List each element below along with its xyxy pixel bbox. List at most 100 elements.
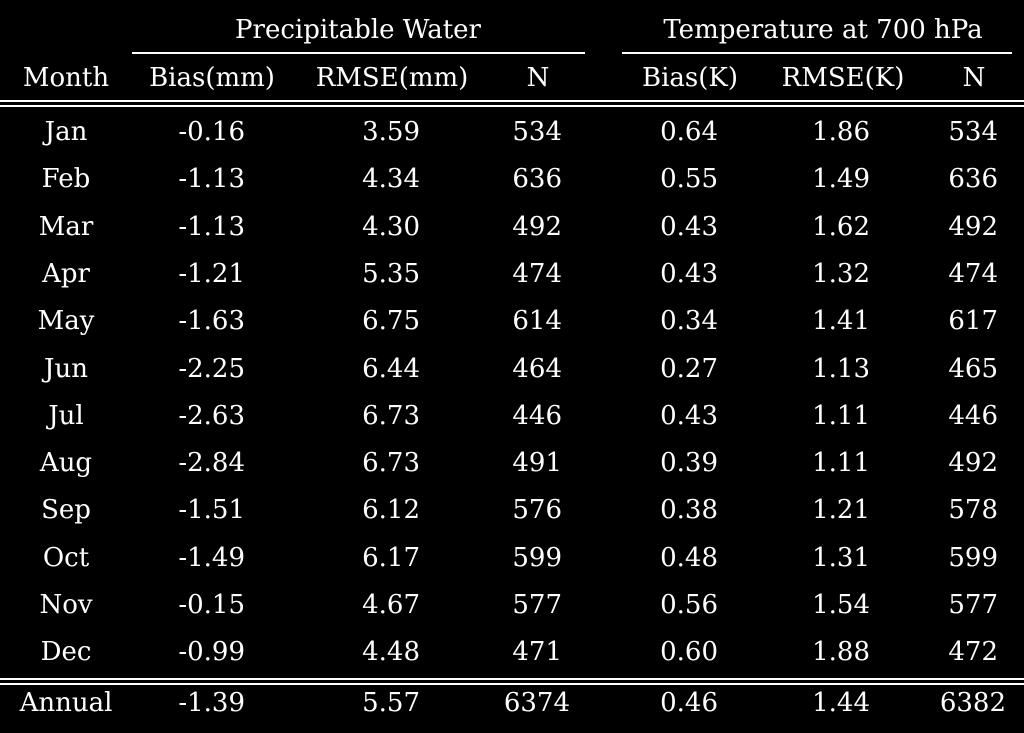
cell-pw-bias: -1.13 — [178, 164, 245, 194]
cell-t-n: 465 — [948, 354, 998, 384]
cell-pw-n: 599 — [512, 543, 562, 573]
cell-t-bias: 0.38 — [660, 495, 718, 525]
cell-pw-n: 614 — [512, 306, 562, 336]
cell-t-n: 6382 — [939, 688, 1006, 718]
annual-rule-top — [0, 678, 1024, 680]
cell-pw-rmse: 6.17 — [362, 543, 420, 573]
cell-pw-rmse: 5.35 — [362, 259, 420, 289]
cell-month: Feb — [41, 164, 91, 194]
header-rule-top — [0, 100, 1024, 102]
cell-pw-bias: -2.63 — [178, 401, 245, 431]
cell-pw-rmse: 6.73 — [362, 401, 420, 431]
cell-t-rmse: 1.32 — [812, 259, 870, 289]
cell-month: Nov — [39, 590, 93, 620]
cell-month: May — [37, 306, 95, 336]
cell-pw-n: 636 — [512, 164, 562, 194]
cell-pw-rmse: 6.44 — [362, 354, 420, 384]
cell-t-rmse: 1.13 — [812, 354, 870, 384]
cell-month: Sep — [41, 495, 91, 525]
cell-t-rmse: 1.11 — [812, 401, 870, 431]
header-rule-bottom — [0, 105, 1024, 107]
group-rule-precipitable-water — [132, 52, 585, 54]
cell-t-rmse: 1.62 — [812, 212, 870, 242]
cell-pw-rmse: 3.59 — [362, 117, 420, 147]
cell-pw-rmse: 4.67 — [362, 590, 420, 620]
cell-month: Aug — [39, 448, 93, 478]
cell-t-rmse: 1.11 — [812, 448, 870, 478]
cell-pw-n: 534 — [512, 117, 562, 147]
cell-pw-n: 491 — [512, 448, 562, 478]
cell-month: Apr — [42, 259, 90, 289]
column-header-t-bias: Bias(K) — [642, 63, 738, 93]
cell-pw-n: 464 — [512, 354, 562, 384]
cell-pw-bias: -2.84 — [178, 448, 245, 478]
column-header-month: Month — [22, 63, 110, 93]
cell-pw-rmse: 4.34 — [362, 164, 420, 194]
cell-pw-bias: -0.99 — [178, 637, 245, 667]
cell-month: Annual — [19, 688, 113, 718]
cell-t-n: 492 — [948, 448, 998, 478]
cell-t-n: 599 — [948, 543, 998, 573]
cell-t-n: 636 — [948, 164, 998, 194]
cell-t-n: 474 — [948, 259, 998, 289]
cell-pw-rmse: 6.12 — [362, 495, 420, 525]
cell-t-bias: 0.43 — [660, 401, 718, 431]
cell-pw-rmse: 5.57 — [362, 688, 420, 718]
cell-t-bias: 0.48 — [660, 543, 718, 573]
cell-pw-rmse: 6.75 — [362, 306, 420, 336]
cell-t-bias: 0.27 — [660, 354, 718, 384]
group-rule-temperature — [622, 52, 1012, 54]
cell-t-bias: 0.56 — [660, 590, 718, 620]
cell-pw-bias: -1.49 — [178, 543, 245, 573]
cell-pw-rmse: 6.73 — [362, 448, 420, 478]
cell-t-bias: 0.34 — [660, 306, 718, 336]
cell-month: Oct — [42, 543, 90, 573]
cell-pw-bias: -1.39 — [178, 688, 245, 718]
cell-pw-bias: -1.51 — [178, 495, 245, 525]
cell-t-n: 472 — [948, 637, 998, 667]
cell-pw-bias: -1.21 — [178, 259, 245, 289]
cell-t-rmse: 1.44 — [812, 688, 870, 718]
cell-month: Jun — [44, 354, 88, 384]
cell-pw-rmse: 4.48 — [362, 637, 420, 667]
cell-pw-n: 577 — [512, 590, 562, 620]
cell-t-n: 617 — [948, 306, 998, 336]
cell-t-n: 446 — [948, 401, 998, 431]
column-header-pw-bias: Bias(mm) — [149, 63, 275, 93]
column-header-pw-rmse: RMSE(mm) — [315, 63, 469, 93]
cell-pw-bias: -2.25 — [178, 354, 245, 384]
group-header-temperature: Temperature at 700 hPa — [663, 15, 983, 45]
cell-t-bias: 0.43 — [660, 259, 718, 289]
cell-pw-n: 446 — [512, 401, 562, 431]
cell-t-rmse: 1.86 — [812, 117, 870, 147]
cell-t-bias: 0.64 — [660, 117, 718, 147]
cell-t-bias: 0.39 — [660, 448, 718, 478]
cell-t-n: 534 — [948, 117, 998, 147]
group-header-precipitable-water: Precipitable Water — [235, 15, 481, 45]
cell-t-n: 492 — [948, 212, 998, 242]
cell-t-n: 577 — [948, 590, 998, 620]
cell-t-rmse: 1.88 — [812, 637, 870, 667]
cell-t-bias: 0.43 — [660, 212, 718, 242]
column-header-t-rmse: RMSE(K) — [781, 63, 905, 93]
cell-pw-n: 576 — [512, 495, 562, 525]
cell-pw-n: 492 — [512, 212, 562, 242]
cell-t-n: 578 — [948, 495, 998, 525]
cell-pw-n: 474 — [512, 259, 562, 289]
cell-pw-bias: -0.15 — [178, 590, 245, 620]
cell-t-rmse: 1.21 — [812, 495, 870, 525]
cell-t-rmse: 1.41 — [812, 306, 870, 336]
annual-rule-bottom — [0, 683, 1024, 685]
cell-t-rmse: 1.31 — [812, 543, 870, 573]
cell-t-rmse: 1.49 — [812, 164, 870, 194]
cell-month: Jan — [44, 117, 88, 147]
column-header-t-n: N — [962, 63, 986, 93]
cell-pw-bias: -0.16 — [178, 117, 245, 147]
cell-month: Jul — [48, 401, 84, 431]
cell-month: Mar — [38, 212, 94, 242]
cell-t-bias: 0.46 — [660, 688, 718, 718]
cell-pw-bias: -1.13 — [178, 212, 245, 242]
cell-pw-n: 471 — [512, 637, 562, 667]
cell-t-rmse: 1.54 — [812, 590, 870, 620]
column-header-pw-n: N — [526, 63, 550, 93]
